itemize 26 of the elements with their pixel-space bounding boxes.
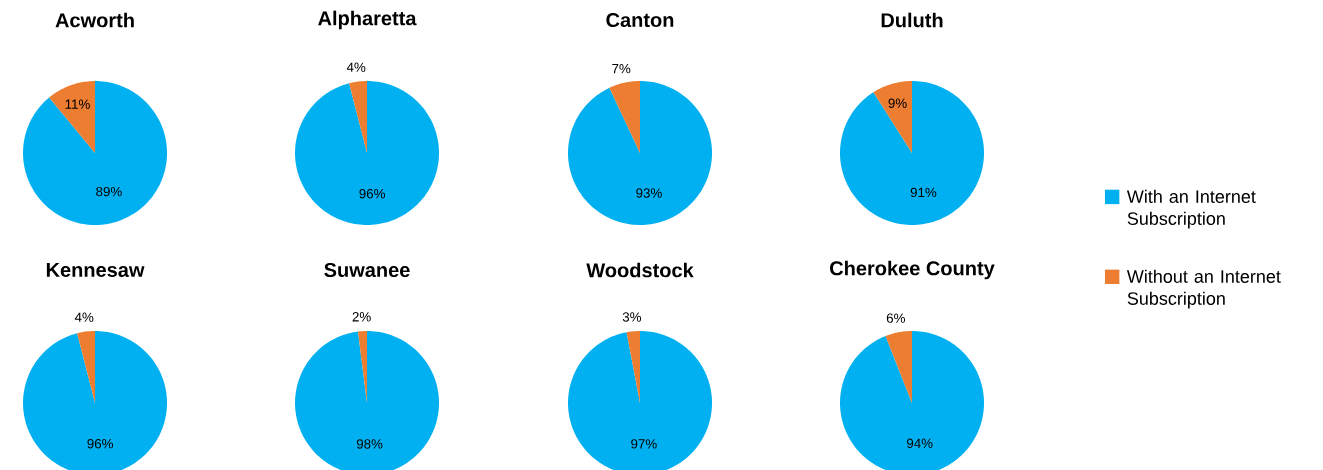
data-label: 91% <box>910 187 937 198</box>
chart-title: Acworth <box>55 12 134 28</box>
chart-title: Alpharetta <box>318 10 417 30</box>
chart-title: Kennesaw <box>46 263 145 277</box>
data-label: 9% <box>888 98 907 108</box>
data-label: 94% <box>906 438 933 449</box>
data-label: 3% <box>622 312 642 322</box>
data-label: 96% <box>359 188 386 199</box>
data-label: 89% <box>96 186 122 197</box>
data-label: 96% <box>87 438 114 449</box>
chart-title: Duluth <box>881 12 943 28</box>
data-label: 93% <box>636 188 662 198</box>
data-label: 6% <box>886 313 905 323</box>
data-label: 4% <box>346 62 366 72</box>
chart-title: Woodstock <box>586 262 694 278</box>
data-label: 2% <box>352 312 371 322</box>
legend-label: Without an Internet Subscription <box>1126 269 1281 309</box>
chart-title: Suwanee <box>324 262 410 278</box>
data-label: 97% <box>631 439 657 449</box>
data-label: 11% <box>65 99 90 109</box>
data-label: 7% <box>612 63 631 74</box>
legend-label: With an Internet Subscription <box>1126 189 1256 229</box>
data-label: 4% <box>74 312 94 322</box>
chart-title: Cherokee County <box>830 260 995 280</box>
chart-title: Canton <box>606 12 674 28</box>
data-label: 98% <box>356 439 383 449</box>
